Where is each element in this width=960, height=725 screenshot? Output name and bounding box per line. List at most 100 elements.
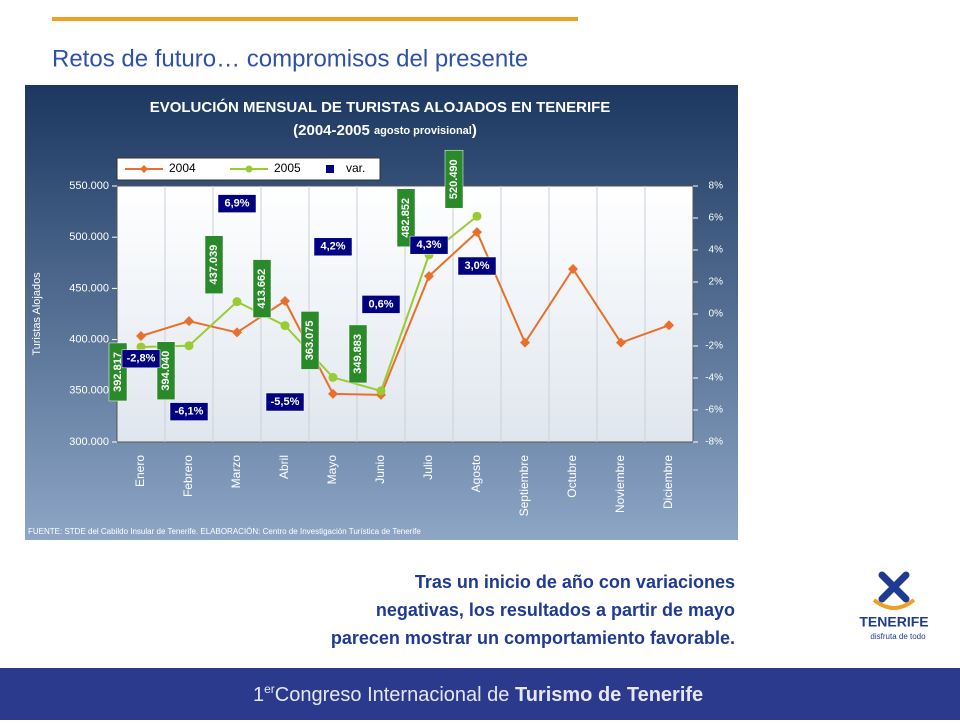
- point: [472, 227, 482, 238]
- chart-title: EVOLUCIÓN MENSUAL DE TURISTAS ALOJADOS E…: [150, 98, 611, 116]
- point: [376, 386, 386, 396]
- point: [424, 271, 434, 282]
- value-label: 482.852: [400, 198, 412, 238]
- legend-swatch: [326, 165, 334, 173]
- x-tick-label: Febrero: [181, 455, 195, 497]
- point: [232, 327, 242, 338]
- point: [616, 337, 626, 348]
- y2-tick-label: 4%: [709, 245, 724, 256]
- point: [136, 331, 146, 342]
- var-label: -5,5%: [271, 396, 300, 408]
- y2-tick-label: -6%: [705, 405, 723, 416]
- x-tick-label: Junio: [373, 455, 387, 484]
- logo-name: TENERIFE: [859, 614, 928, 630]
- point: [328, 372, 338, 382]
- x-tick-label: Octubre: [565, 455, 579, 498]
- point: [472, 211, 482, 221]
- y2-tick-label: 2%: [709, 277, 724, 288]
- y-tick-label: 500.000: [69, 231, 109, 243]
- var-label: -6,1%: [175, 406, 204, 418]
- source: FUENTE: STDE del Cabildo Insular de Tene…: [28, 527, 421, 536]
- value-box: [204, 235, 224, 294]
- var-label: 0,6%: [368, 298, 393, 310]
- subtitle-small: agosto provisional: [374, 125, 472, 137]
- var-box: [217, 194, 257, 213]
- point: [664, 320, 674, 331]
- y-tick-label: 300.000: [69, 436, 109, 448]
- point: [280, 295, 290, 306]
- var-label: 4,3%: [416, 239, 441, 251]
- value-box: [444, 149, 464, 209]
- point: [568, 263, 578, 274]
- value-box: [252, 259, 272, 318]
- y-tick-label: 350.000: [69, 385, 109, 397]
- point: [184, 316, 194, 327]
- logo-smile: [872, 598, 916, 610]
- point: [136, 342, 146, 352]
- body-text: negativas, los resultados a partir de ma…: [376, 600, 735, 620]
- value-box: [300, 311, 320, 370]
- var-box: [121, 349, 161, 369]
- value-box: [348, 324, 368, 384]
- value-box: [156, 341, 176, 400]
- footer-bold: Turismo de Tenerife: [515, 684, 703, 706]
- y-tick-label: 400.000: [69, 334, 109, 346]
- var-label: 6,9%: [224, 198, 249, 210]
- value-label: 413.662: [256, 269, 268, 309]
- y-axis-label: Turistas Alojados: [31, 272, 43, 356]
- point: [184, 341, 194, 351]
- x-tick-label: Agosto: [469, 455, 483, 493]
- legend-label: 2004: [169, 161, 196, 175]
- footer-main: Congreso Internacional de: [275, 684, 510, 706]
- chart-subtitle: (2004-2005 agosto provisional): [293, 122, 477, 139]
- footer-band: [0, 668, 960, 720]
- legend-marker: [140, 165, 148, 173]
- y2-tick-label: 6%: [709, 213, 724, 224]
- legend-marker: [245, 165, 253, 173]
- x-tick-label: Mayo: [325, 455, 339, 485]
- footer-number: 1: [253, 684, 264, 706]
- y2-tick-label: -4%: [705, 373, 723, 384]
- var-box: [265, 392, 305, 412]
- legend-label: var.: [346, 161, 365, 175]
- footer-text: 1erCongreso Internacional de Turismo de …: [253, 682, 703, 706]
- value-label: 349.883: [352, 334, 364, 374]
- x-tick-label: Noviembre: [613, 455, 627, 513]
- logo-mark: [878, 571, 910, 603]
- y2-tick-label: 0%: [709, 309, 724, 320]
- value-label: 437.039: [208, 245, 220, 285]
- var-box: [313, 237, 353, 257]
- x-tick-label: Abril: [277, 455, 291, 479]
- var-box: [361, 295, 401, 314]
- value-box: [396, 188, 416, 248]
- logo-tagline: disfruta de todo: [870, 632, 926, 641]
- var-box: [409, 235, 449, 255]
- y2-tick-label: 8%: [709, 181, 724, 192]
- var-box: [457, 256, 497, 276]
- var-label: -2,8%: [127, 353, 156, 365]
- point: [280, 321, 290, 331]
- subtitle-main: (2004-2005: [293, 122, 370, 139]
- x-tick-label: Diciembre: [661, 455, 675, 509]
- point: [520, 337, 530, 348]
- y2-tick-label: -8%: [705, 437, 723, 448]
- value-label: 363.075: [304, 321, 316, 361]
- point: [232, 297, 242, 307]
- y-tick-label: 450.000: [69, 282, 109, 294]
- var-label: 3,0%: [464, 260, 489, 272]
- point: [328, 388, 338, 399]
- series-line: [140, 230, 670, 396]
- legend-label: 2005: [274, 161, 301, 175]
- var-label: 4,2%: [320, 241, 345, 253]
- footer-sup: er: [264, 682, 275, 696]
- y-tick-label: 550.000: [69, 180, 109, 192]
- value-label: 392.817: [112, 352, 124, 392]
- logo: TENERIFE disfruta de todo: [859, 571, 929, 641]
- body-text: parecen mostrar un comportamiento favora…: [331, 628, 735, 648]
- x-tick-label: Enero: [133, 455, 147, 487]
- x-tick-label: Julio: [421, 455, 435, 480]
- y2-tick-label: -2%: [705, 341, 723, 352]
- subtitle-end: ): [472, 122, 477, 139]
- var-box: [169, 402, 209, 421]
